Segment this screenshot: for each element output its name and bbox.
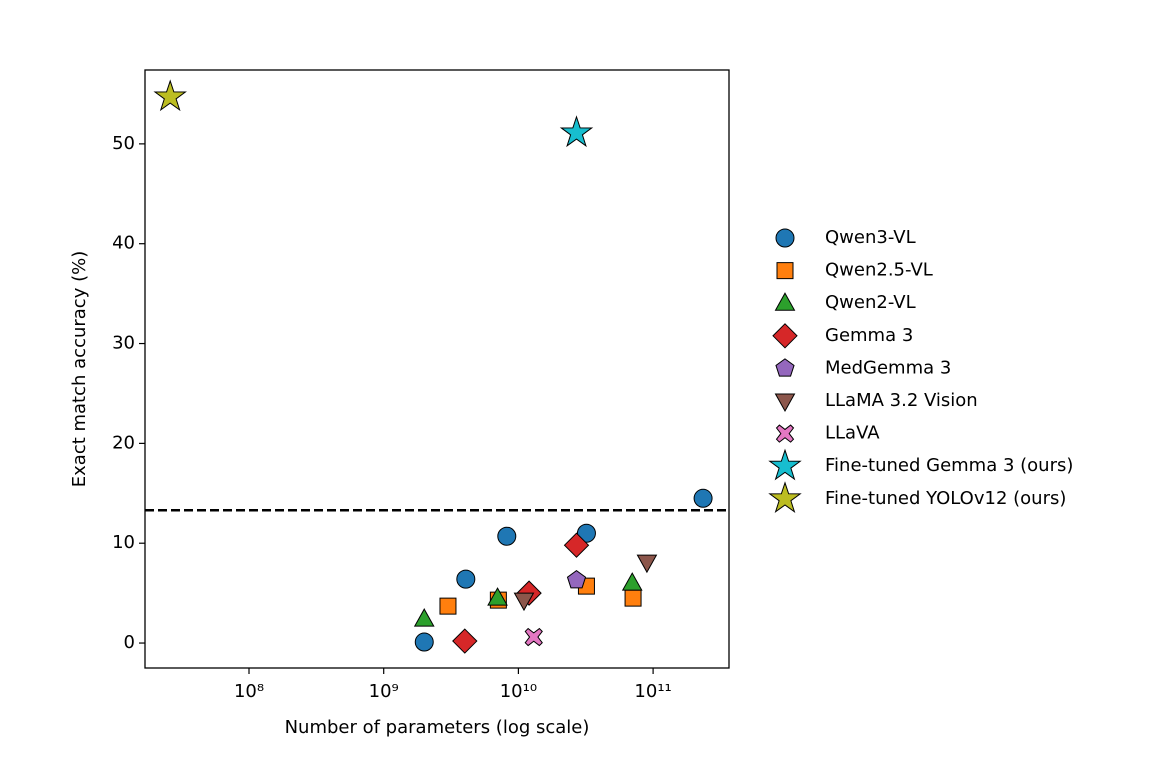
legend-label: Fine-tuned Gemma 3 (ours) (825, 455, 1073, 476)
x-tick-label: 10¹¹ (634, 681, 671, 702)
y-tick-label: 0 (124, 632, 135, 653)
legend-marker (774, 292, 796, 311)
legend-label: LLaMA 3.2 Vision (825, 390, 978, 411)
x-axis-label: Number of parameters (log scale) (285, 717, 590, 738)
legend-marker (768, 448, 802, 481)
legend-label: Qwen3-VL (825, 227, 916, 248)
data-point (439, 597, 457, 615)
data-point (576, 523, 596, 543)
data-point (487, 587, 508, 606)
data-point (524, 627, 543, 647)
y-tick-label: 50 (112, 133, 135, 154)
legend-label: Gemma 3 (825, 325, 913, 346)
legend-label: MedGemma 3 (825, 357, 951, 378)
y-tick-label: 40 (112, 233, 135, 254)
data-point (497, 526, 517, 546)
legend-marker (775, 358, 795, 377)
y-tick-label: 20 (112, 432, 135, 453)
legend-marker (774, 393, 796, 413)
data-point (563, 532, 590, 558)
legend-label: LLaVA (825, 423, 880, 444)
data-point (513, 592, 535, 612)
legend-marker (776, 262, 794, 280)
data-point (456, 569, 476, 589)
legend-marker (772, 323, 798, 349)
legend-label: Qwen2.5-VL (825, 260, 933, 281)
x-tick-label: 10¹⁰ (500, 681, 537, 702)
legend-marker (768, 481, 802, 514)
data-point (693, 488, 713, 508)
data-point (452, 628, 478, 654)
data-point (621, 572, 643, 591)
legend-label: Qwen2-VL (825, 292, 916, 313)
y-tick-label: 30 (112, 333, 135, 354)
y-tick-label: 10 (112, 532, 135, 553)
legend-label: Fine-tuned YOLOv12 (ours) (825, 488, 1066, 509)
data-point (636, 554, 658, 574)
data-point (559, 115, 594, 148)
data-point (566, 570, 587, 589)
x-tick-label: 10⁹ (369, 681, 399, 702)
legend-marker (775, 424, 795, 443)
data-point (624, 589, 642, 607)
x-tick-label: 10⁸ (234, 681, 264, 702)
legend-marker (775, 228, 795, 248)
y-axis-label: Exact match accuracy (%) (69, 251, 90, 487)
data-point (414, 632, 434, 652)
data-point (153, 79, 187, 112)
data-point (413, 608, 435, 627)
plot-frame (144, 69, 730, 669)
